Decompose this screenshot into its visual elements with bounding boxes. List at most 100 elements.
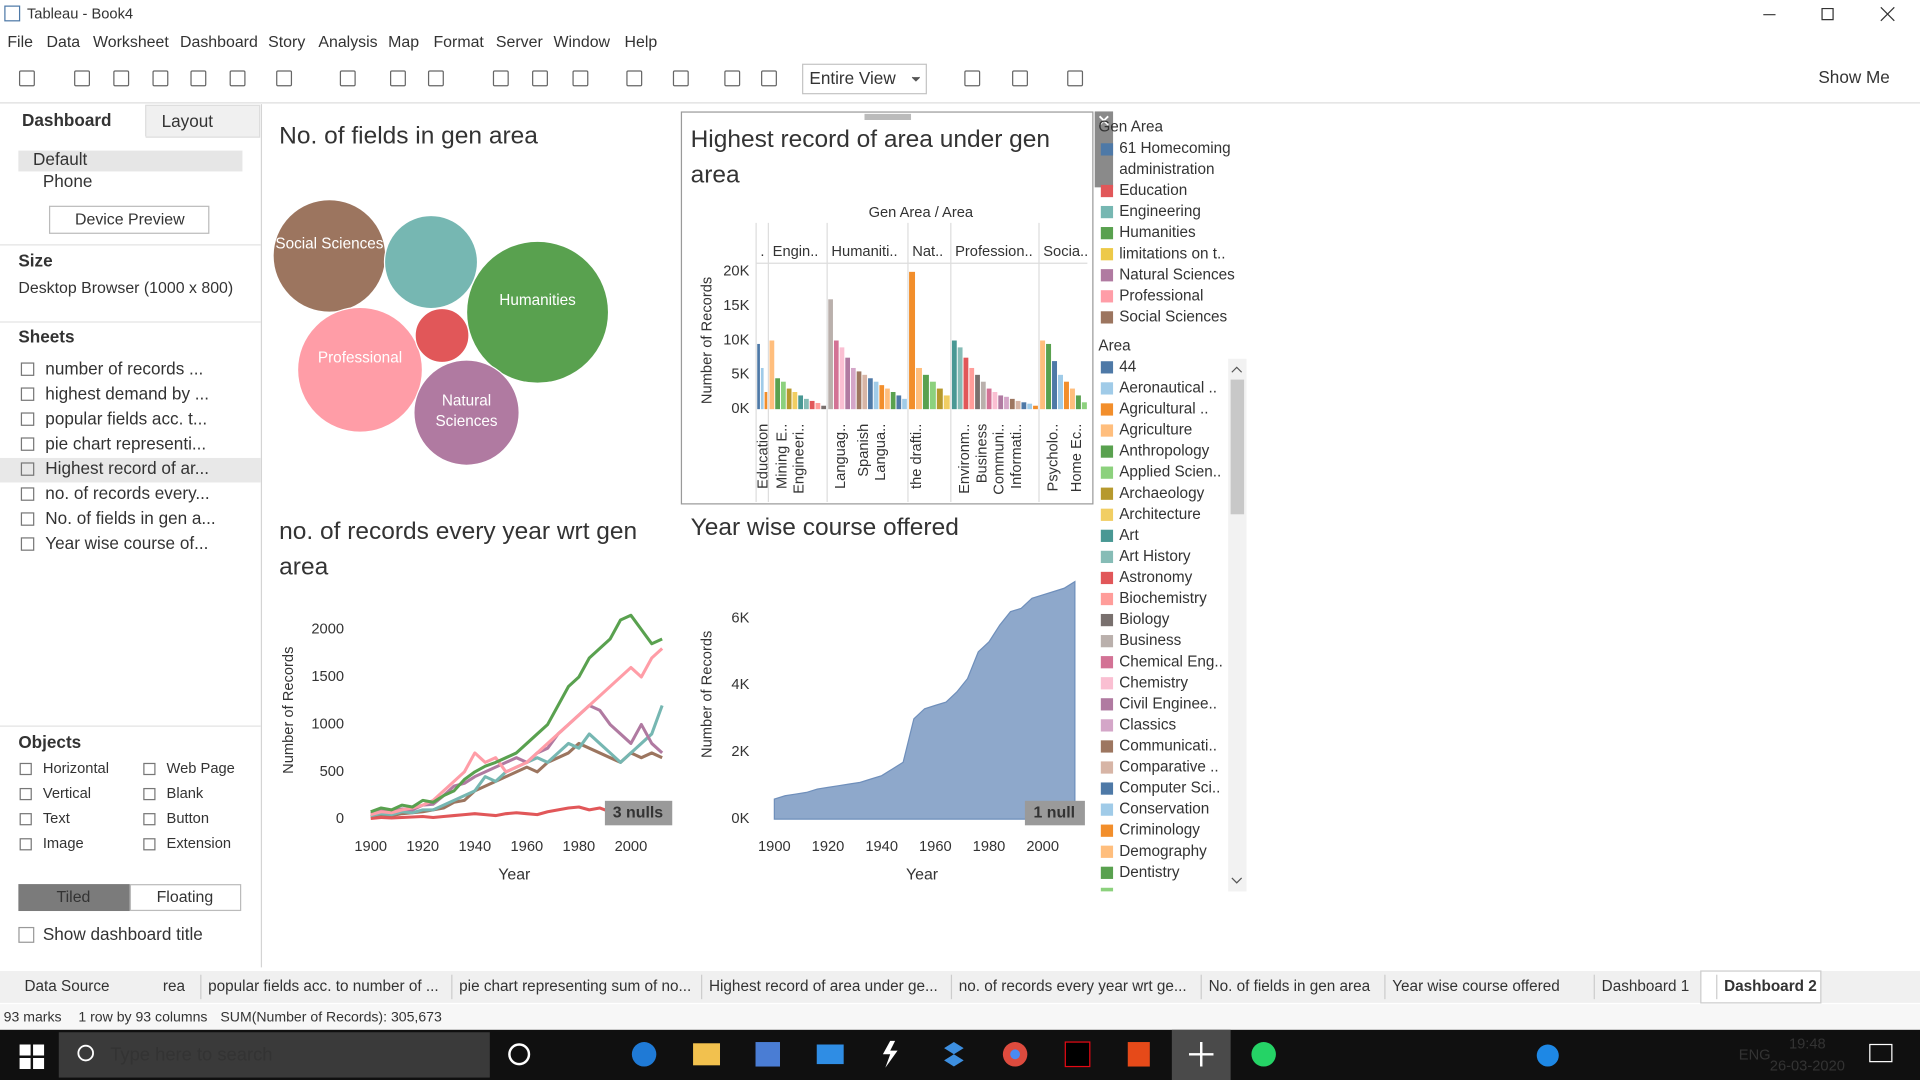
toolbar-icon[interactable]	[113, 70, 130, 87]
layout-tab[interactable]	[145, 104, 261, 138]
tiled-button[interactable]	[18, 884, 130, 912]
search-placeholder[interactable]: Type here to search	[110, 1043, 272, 1064]
legend-label[interactable]: Agriculture	[1119, 422, 1192, 439]
legend-label[interactable]: Chemistry	[1119, 674, 1188, 691]
legend-label[interactable]: Archaeology	[1119, 485, 1204, 502]
legend-label[interactable]: Aeronautical ..	[1119, 379, 1217, 396]
clock-time[interactable]: 19:48	[1789, 1036, 1826, 1052]
fit-dropdown[interactable]	[802, 63, 927, 95]
object-item[interactable]: Web Page	[167, 761, 235, 777]
show-title[interactable]: Show dashboard title	[43, 924, 203, 944]
legend-label[interactable]: Business	[1119, 632, 1181, 649]
sheet-tab[interactable]: popular fields acc. to number of ...	[208, 978, 438, 995]
sheet-item[interactable]: No. of fields in gen a...	[45, 508, 215, 528]
null-badge-label[interactable]: 3 nulls	[613, 804, 664, 821]
device[interactable]: Phone	[43, 171, 93, 191]
toolbar-icon[interactable]	[339, 70, 356, 87]
office-icon[interactable]	[1127, 1042, 1150, 1067]
sheet-tab[interactable]: Year wise course offered	[1392, 978, 1560, 995]
toolbar-icon[interactable]	[532, 70, 548, 87]
toolbar-icon[interactable]	[1012, 70, 1028, 87]
toolbar-icon[interactable]	[152, 70, 169, 87]
toolbar-icon[interactable]	[724, 70, 741, 87]
device[interactable]: Default	[33, 149, 88, 169]
null-badge-label[interactable]: 1 null	[1034, 804, 1076, 821]
sheet-item[interactable]: number of records ...	[45, 358, 203, 378]
object-item[interactable]: Button	[167, 811, 209, 827]
toolbar-icon[interactable]	[761, 70, 777, 87]
sidebar-tab[interactable]: Dashboard	[22, 110, 111, 130]
edge-icon[interactable]	[631, 1042, 657, 1067]
sheet-item[interactable]: highest demand by ...	[45, 383, 209, 403]
menu-item[interactable]: Worksheet	[93, 34, 169, 51]
legend-label[interactable]: Education	[1119, 182, 1187, 199]
sheet-tab[interactable]: pie chart representing sum of no...	[459, 978, 691, 995]
sheet-item[interactable]: Highest record of ar...	[45, 458, 209, 478]
sheet-tab[interactable]: Dashboard 1	[1602, 978, 1690, 995]
sheet-tab[interactable]: No. of fields in gen area	[1209, 978, 1371, 995]
device-preview-button[interactable]	[48, 205, 210, 234]
legend-label[interactable]: Biochemistry	[1119, 590, 1207, 607]
legend-label[interactable]: Engineering	[1119, 203, 1201, 220]
size-select[interactable]: Desktop Browser (1000 x 800)	[18, 280, 233, 297]
legend-label[interactable]: Architecture	[1119, 506, 1201, 523]
legend-label[interactable]: Agricultural ..	[1119, 401, 1208, 418]
object-item[interactable]: Blank	[167, 786, 204, 802]
floating-button[interactable]	[129, 884, 242, 912]
legend-label[interactable]: Communicati..	[1119, 738, 1217, 755]
explorer-icon[interactable]	[693, 1043, 721, 1066]
object-item[interactable]: Extension	[167, 836, 232, 852]
legend-label[interactable]: Computer Sci..	[1119, 780, 1220, 797]
legend-label[interactable]: Conservation	[1119, 801, 1209, 818]
layout-mode[interactable]: Tiled	[57, 889, 91, 906]
store-icon[interactable]	[755, 1042, 781, 1067]
window-controls[interactable]	[1763, 6, 1895, 22]
sheet-item[interactable]: no. of records every...	[45, 483, 209, 503]
toolbar-icon[interactable]	[18, 70, 35, 87]
object-item[interactable]: Image	[43, 836, 84, 852]
object-item[interactable]: Vertical	[43, 786, 91, 802]
legend-label[interactable]: Applied Scien..	[1119, 464, 1221, 481]
menu-item[interactable]: Format	[433, 34, 484, 51]
object-item[interactable]: Horizontal	[43, 761, 109, 777]
legend-label[interactable]: Social Sciences	[1119, 308, 1227, 325]
legend-label[interactable]: Criminology	[1119, 822, 1200, 839]
checkbox[interactable]	[18, 926, 35, 943]
legend-label[interactable]: Art History	[1119, 548, 1191, 565]
toolbar-icon[interactable]	[276, 70, 293, 87]
legend-label[interactable]: limitations on t..	[1119, 245, 1225, 262]
layout-mode[interactable]: Floating	[157, 889, 214, 906]
sheet-tab[interactable]: Data Source	[24, 978, 109, 995]
sheet-tab[interactable]: Highest record of area under ge...	[709, 978, 938, 995]
legend-label[interactable]: Demography	[1119, 843, 1207, 860]
menu-item[interactable]: Server	[496, 34, 544, 51]
legend-label[interactable]: Astronomy	[1119, 569, 1192, 586]
toolbar-icon[interactable]	[427, 70, 444, 87]
menu-item[interactable]: Map	[388, 34, 419, 51]
null-badge[interactable]	[604, 800, 673, 826]
scroll-arrows[interactable]	[1231, 366, 1243, 884]
device-preview[interactable]: Device Preview	[75, 212, 185, 229]
legend-label[interactable]: Professional	[1119, 287, 1203, 304]
show-me[interactable]: Show Me	[1818, 67, 1889, 87]
netflix-icon[interactable]	[1064, 1041, 1091, 1068]
notifications[interactable]	[1869, 1043, 1893, 1063]
language[interactable]: ENG	[1739, 1047, 1771, 1063]
menu-item[interactable]: Window	[553, 34, 610, 51]
dropbox-icon[interactable]	[944, 1042, 964, 1067]
toolbar-icon[interactable]	[190, 70, 207, 87]
toolbar-icon[interactable]	[492, 70, 509, 87]
legend-label[interactable]: Dentistry	[1119, 864, 1180, 881]
app-icon[interactable]	[882, 1040, 898, 1068]
sheet-item[interactable]: Year wise course of...	[45, 533, 208, 553]
sheet-item[interactable]: pie chart representi...	[45, 433, 206, 453]
scroll-thumb[interactable]	[1230, 379, 1245, 515]
legend-label[interactable]: Biology	[1119, 611, 1170, 628]
object-item[interactable]: Text	[43, 811, 70, 827]
drag-handle[interactable]	[864, 113, 912, 121]
sidebar-tab[interactable]: Layout	[162, 111, 214, 131]
legend-label[interactable]: Art	[1119, 527, 1139, 544]
search-box[interactable]	[58, 1032, 490, 1078]
legend-label[interactable]: Comparative ..	[1119, 759, 1218, 776]
menu-item[interactable]: Help	[624, 34, 657, 51]
